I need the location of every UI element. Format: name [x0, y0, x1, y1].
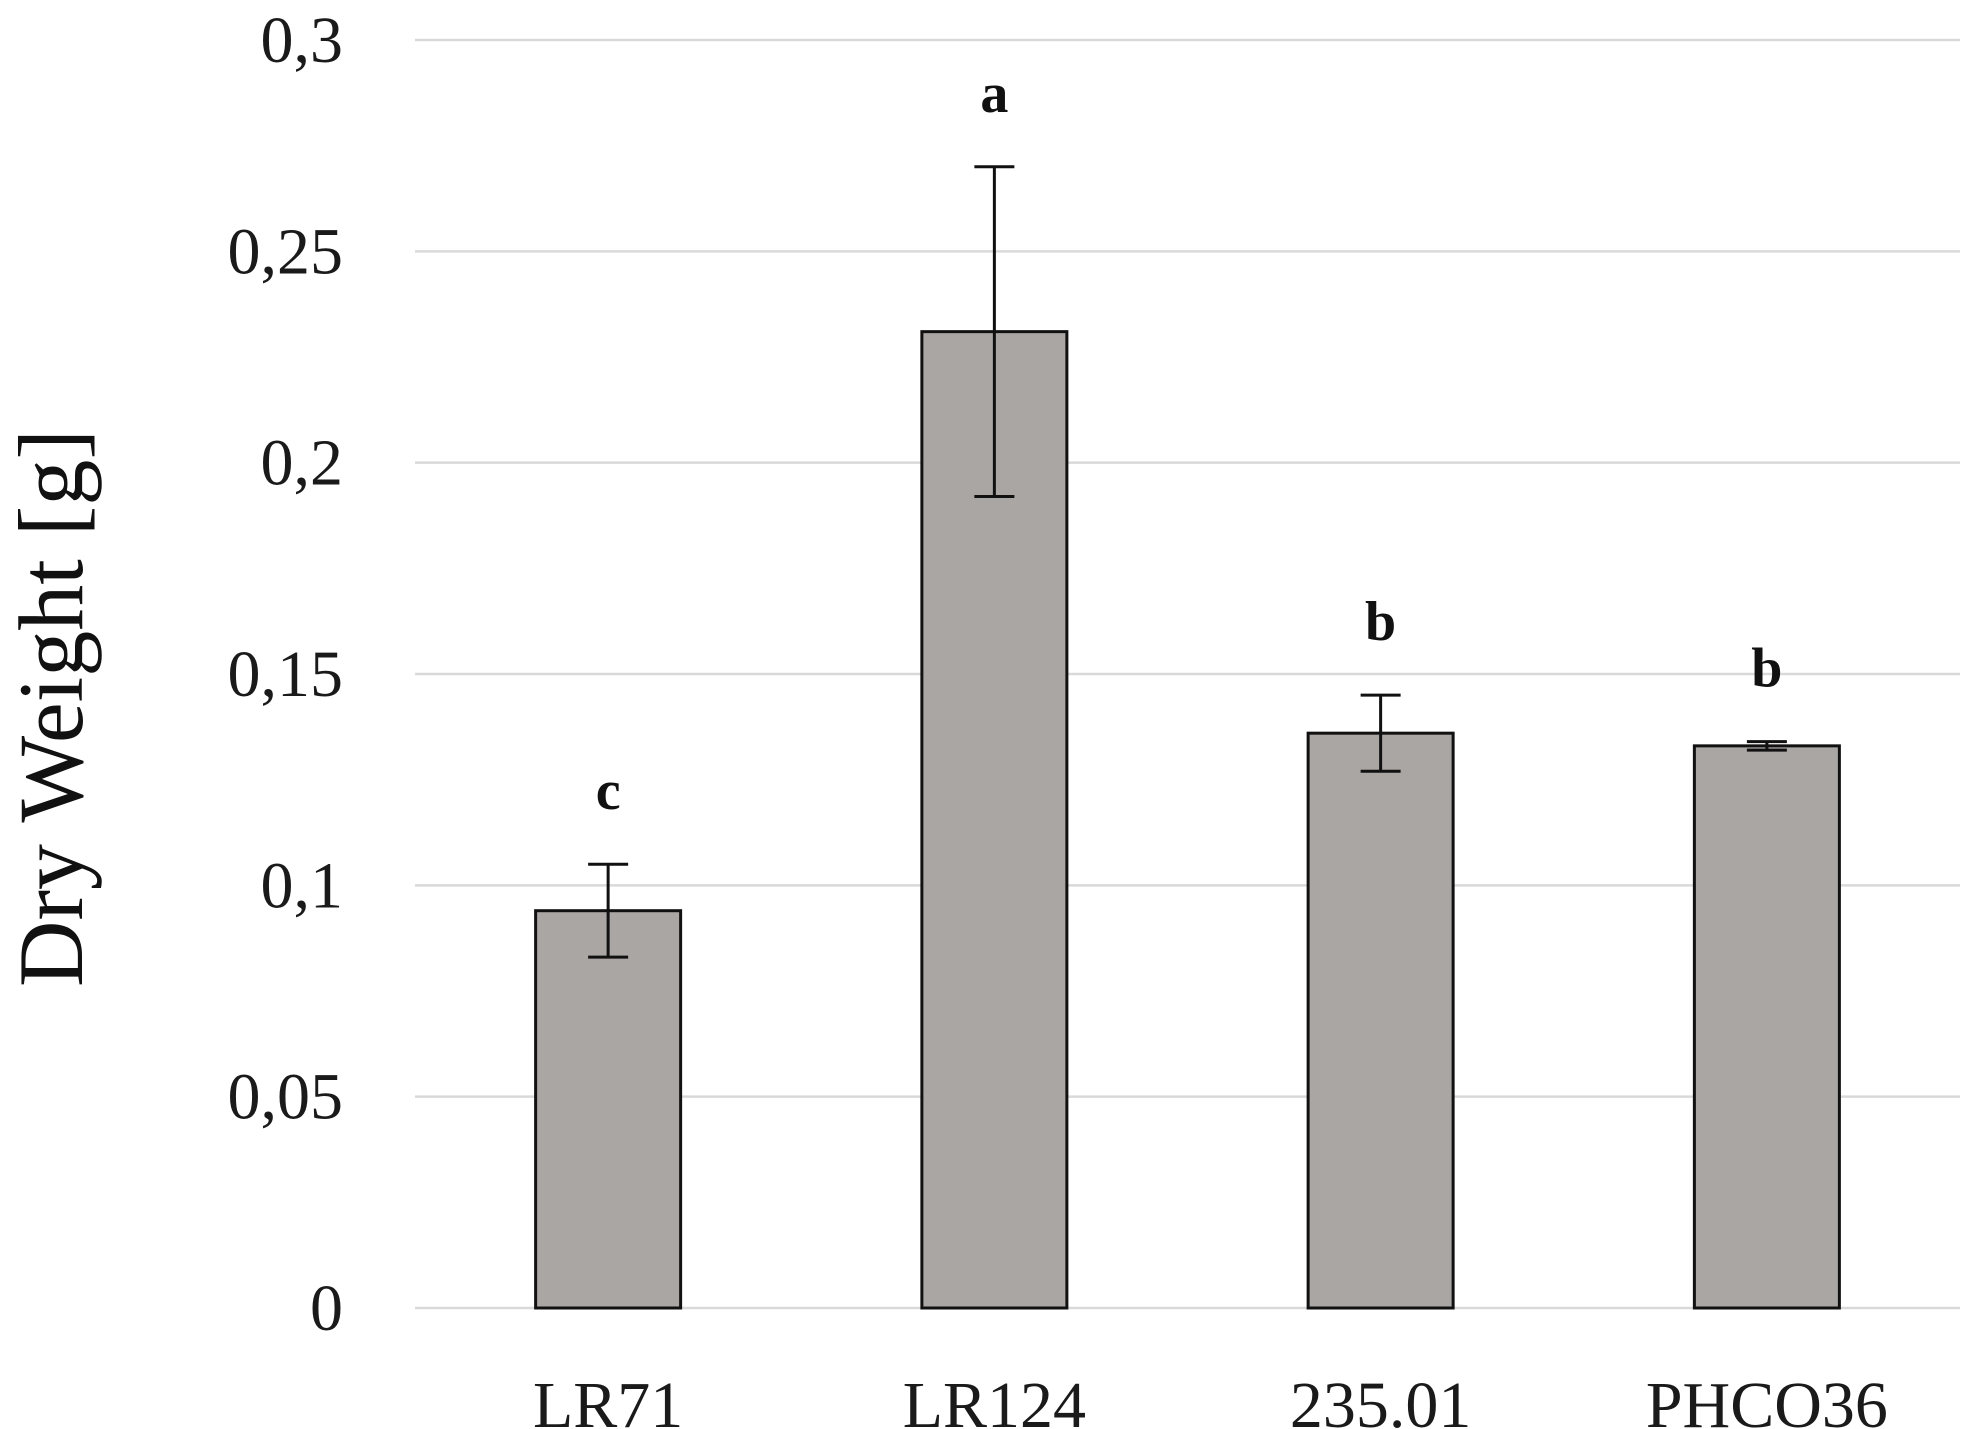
x-tick-label: PHCO36: [1646, 1369, 1888, 1429]
y-axis-title: Dry Weight [g]: [0, 429, 102, 987]
bar-235-01: [1306, 731, 1455, 1310]
bar-phco36: [1692, 744, 1841, 1310]
y-tick-label: 0,2: [261, 427, 344, 500]
x-tick-label: 235.01: [1290, 1369, 1472, 1429]
x-axis-category-labels: LR71 LR124 235.01 PHCO36: [533, 1369, 1888, 1429]
significance-letter: b: [1365, 591, 1396, 653]
significance-letters: c a b b: [596, 63, 1783, 822]
error-bar: [974, 165, 1015, 498]
y-tick-label: 0,25: [228, 215, 344, 288]
y-tick-label: 0: [310, 1272, 343, 1345]
y-tick-label: 0,3: [261, 4, 344, 77]
x-tick-label: LR124: [903, 1369, 1086, 1429]
error-bars: [588, 165, 1787, 959]
error-bar: [1360, 693, 1401, 773]
significance-letter: a: [980, 63, 1008, 125]
y-tick-label: 0,1: [261, 849, 344, 922]
bar-lr71: [534, 909, 683, 1310]
significance-letter: b: [1751, 638, 1782, 700]
x-tick-label: LR71: [533, 1369, 683, 1429]
error-bar: [588, 862, 629, 959]
y-tick-label: 0,15: [228, 638, 344, 711]
significance-letter: c: [596, 760, 621, 822]
y-axis-tick-labels: 0 0,05 0,1 0,15 0,2 0,25 0,3: [228, 4, 344, 1345]
error-bar: [1746, 740, 1787, 752]
bars: [534, 330, 1841, 1310]
y-tick-label: 0,05: [228, 1061, 344, 1134]
